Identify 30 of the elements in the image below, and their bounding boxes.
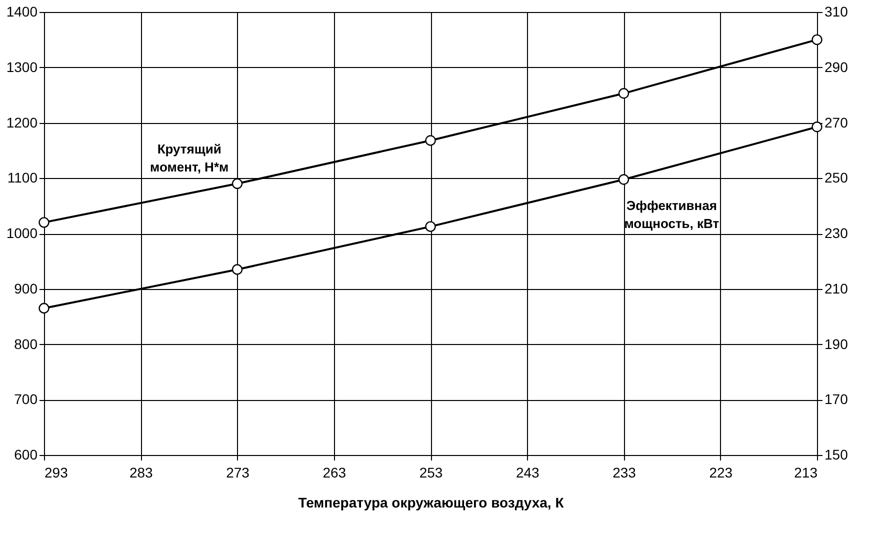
series-label: Эффективная мощность, кВт bbox=[624, 198, 720, 231]
y2-tick-label: 190 bbox=[824, 336, 848, 352]
x-tick-label: 243 bbox=[516, 464, 540, 480]
y-tick-label: 1200 bbox=[6, 114, 38, 130]
x-tick-label: 283 bbox=[129, 464, 154, 480]
y2-tick-label: 210 bbox=[824, 280, 848, 296]
x-tick-label: 253 bbox=[419, 464, 443, 480]
y2-tick-label: 250 bbox=[824, 170, 848, 186]
x-tick-label: 213 bbox=[794, 464, 818, 480]
series-label: Крутящий момент, Н*м bbox=[150, 141, 229, 174]
y-tick-label: 1000 bbox=[6, 225, 38, 241]
y2-tick-label: 170 bbox=[824, 391, 848, 408]
y-tick-label: 900 bbox=[14, 280, 38, 296]
y-tick-label: 1300 bbox=[6, 58, 38, 75]
y2-tick-label: 290 bbox=[824, 58, 848, 75]
y-tick-label: 1100 bbox=[7, 170, 38, 186]
y-tick-label: 800 bbox=[14, 336, 38, 352]
y-tick-label: 600 bbox=[14, 446, 38, 462]
y2-tick-label: 270 bbox=[824, 114, 848, 130]
x-tick-label: 293 bbox=[44, 464, 68, 480]
x-tick-label: 263 bbox=[322, 464, 346, 480]
y2-tick-label: 230 bbox=[824, 225, 848, 241]
x-axis-title: Температура окружающего воздуха, К bbox=[298, 494, 564, 510]
y2-tick-label: 310 bbox=[824, 4, 848, 20]
y-tick-label: 1400 bbox=[6, 4, 38, 20]
x-tick-label: 223 bbox=[709, 464, 733, 480]
y2-tick-label: 150 bbox=[824, 446, 848, 462]
x-tick-label: 233 bbox=[612, 464, 636, 480]
y-tick-label: 700 bbox=[14, 391, 38, 408]
x-tick-label: 273 bbox=[226, 464, 250, 480]
